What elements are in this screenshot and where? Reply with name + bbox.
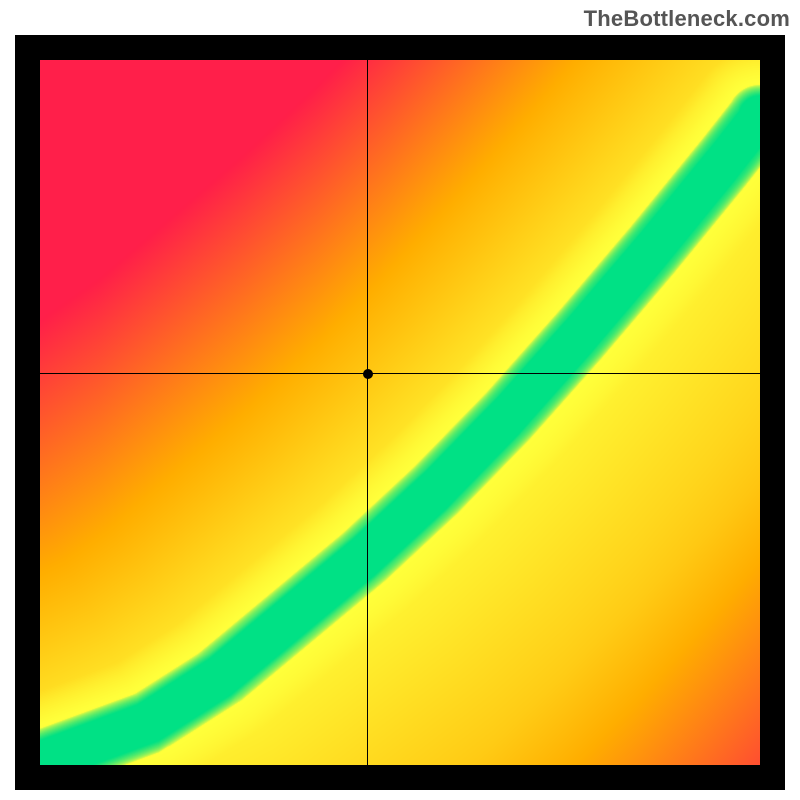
attribution-text: TheBottleneck.com [584, 6, 790, 32]
crosshair-horizontal [40, 373, 760, 374]
crosshair-vertical [367, 60, 368, 765]
chart-container: TheBottleneck.com [0, 0, 800, 800]
heatmap-plot-area [40, 60, 760, 765]
crosshair-marker [363, 369, 373, 379]
heatmap-canvas [40, 60, 760, 765]
plot-frame [15, 35, 785, 790]
